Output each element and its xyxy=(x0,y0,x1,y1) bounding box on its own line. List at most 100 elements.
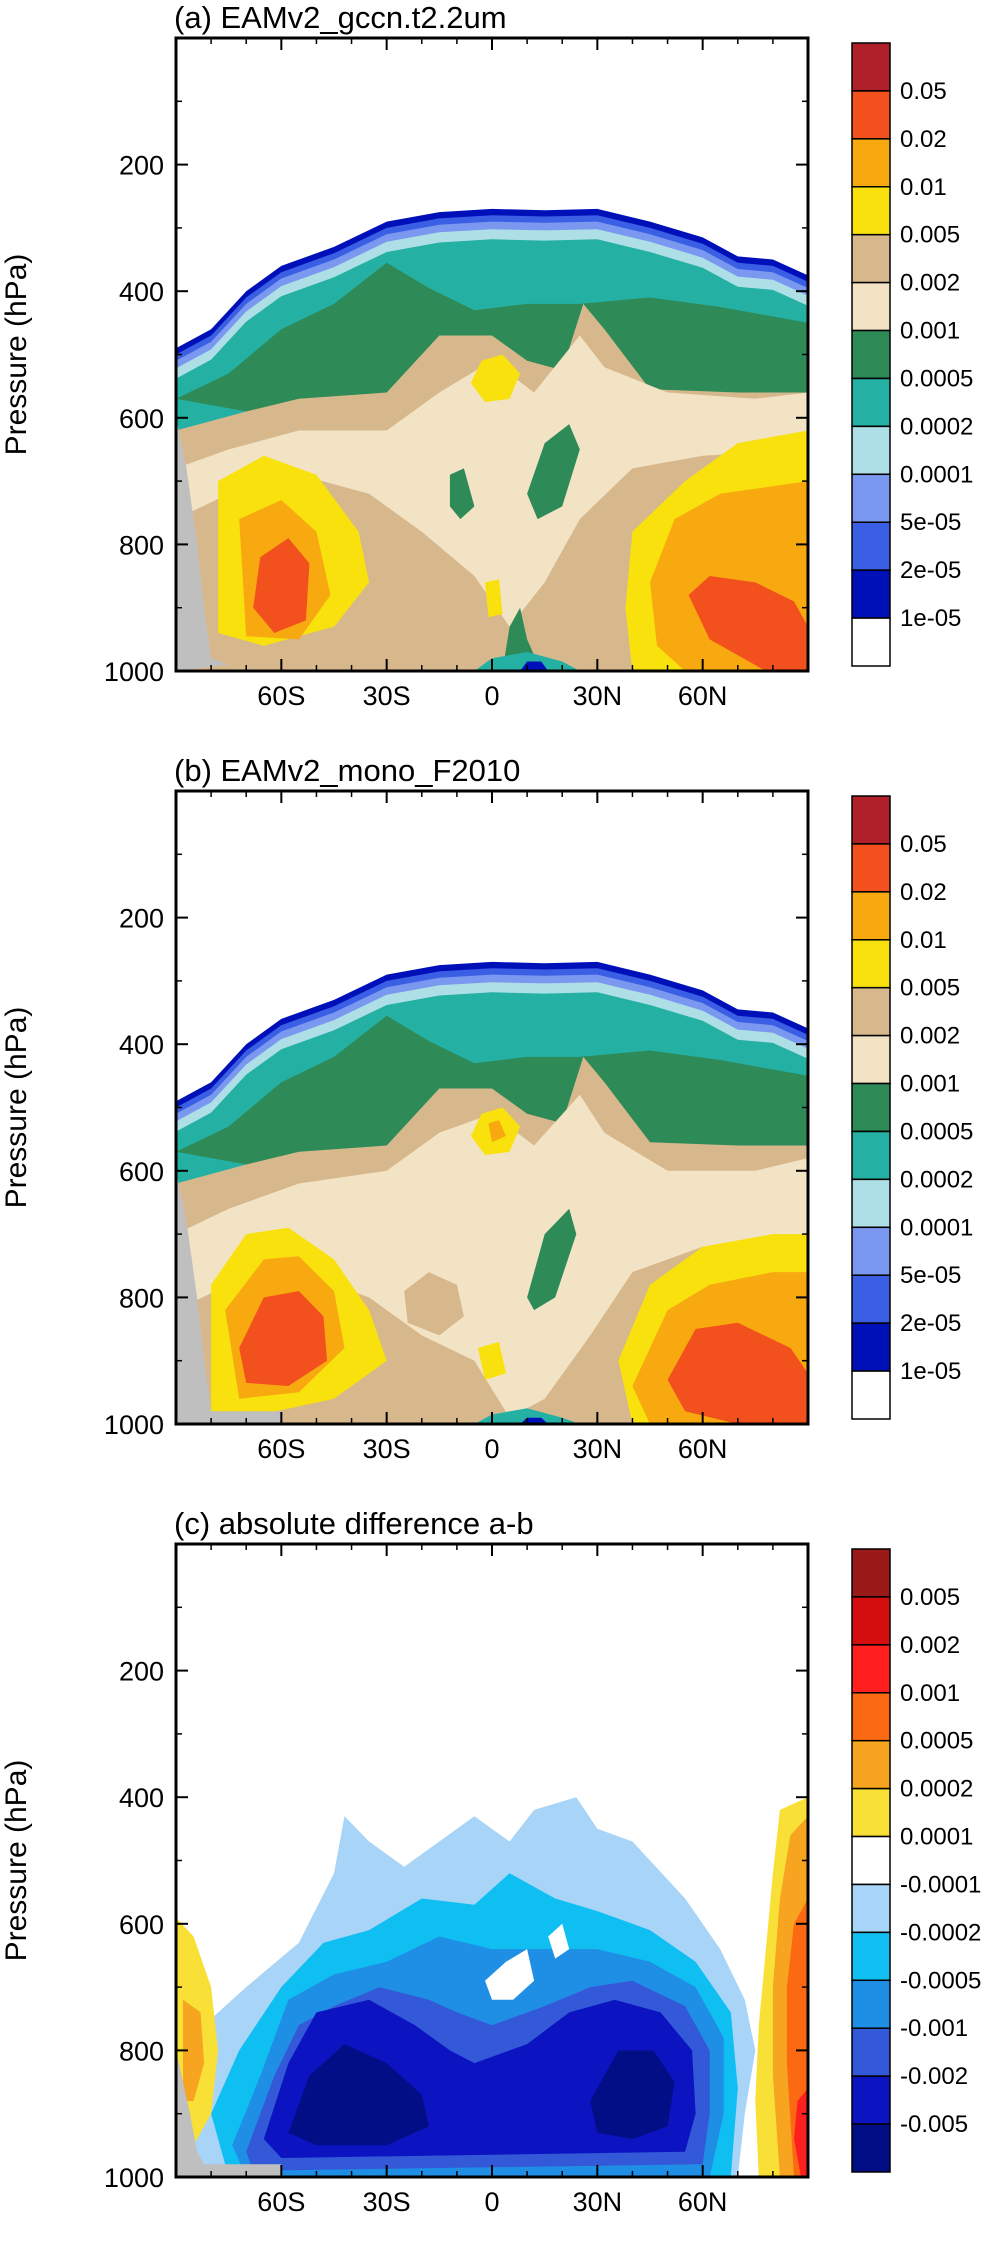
y-tick-label: 800 xyxy=(119,1283,164,1313)
panel-title: (c) absolute difference a-b xyxy=(174,1506,534,1541)
contour-region xyxy=(527,424,580,520)
colorbar-label: 0.01 xyxy=(900,927,947,954)
colorbar-box xyxy=(851,1692,891,1742)
colorbar-box xyxy=(851,2075,891,2125)
colorbar-label: 0.001 xyxy=(900,1680,960,1707)
colorbar-label: 0.0005 xyxy=(900,365,973,392)
contour-region xyxy=(485,1949,535,2000)
colorbar-box xyxy=(851,329,891,380)
colorbar-box xyxy=(851,891,891,941)
colorbar-box xyxy=(851,1274,891,1324)
x-tick-label: 0 xyxy=(484,1434,499,1464)
y-axis-title: Pressure (hPa) xyxy=(0,1007,33,1209)
contour-region xyxy=(478,1341,506,1380)
colorbar-box xyxy=(851,186,891,236)
contour-region xyxy=(176,417,229,671)
x-tick-label: 60N xyxy=(678,1434,728,1464)
colorbar-label: 0.005 xyxy=(900,222,960,249)
colorbar-box xyxy=(851,1548,891,1598)
colorbar-box xyxy=(851,2027,891,2077)
contour-region xyxy=(485,579,503,618)
colorbar-box xyxy=(851,521,891,571)
contour-region xyxy=(288,2044,429,2146)
y-tick-label: 400 xyxy=(119,1783,164,1813)
colorbar-box xyxy=(851,1130,891,1181)
colorbar-label: -0.0002 xyxy=(900,1919,981,1946)
contour-region xyxy=(527,1208,577,1311)
colorbar-label: 0.005 xyxy=(900,975,960,1002)
colorbar-box xyxy=(851,1322,891,1372)
panel-title: (b) EAMv2_mono_F2010 xyxy=(174,753,520,788)
contour-region xyxy=(183,1999,205,2101)
y-tick-label: 600 xyxy=(119,1157,164,1187)
x-tick-label: 30N xyxy=(573,681,623,711)
colorbar-box xyxy=(851,1883,891,1934)
contour-region xyxy=(404,1272,464,1336)
plot-area xyxy=(176,38,808,671)
plot-area xyxy=(176,1544,808,2177)
colorbar-box xyxy=(851,617,891,667)
contour-region xyxy=(239,1291,327,1386)
colorbar-label: 0.0002 xyxy=(900,1776,973,1803)
y-tick-label: 600 xyxy=(119,404,164,434)
y-tick-label: 200 xyxy=(119,1657,164,1687)
colorbar-label: 0.002 xyxy=(900,1023,960,1050)
colorbar-label: 0.001 xyxy=(900,1071,960,1098)
x-tick-label: 30S xyxy=(363,2187,411,2217)
y-tick-label: 200 xyxy=(119,904,164,934)
colorbar-box xyxy=(851,1082,891,1133)
y-tick-label: 800 xyxy=(119,530,164,560)
colorbar-box xyxy=(851,1226,891,1276)
colorbar-box xyxy=(851,569,891,619)
x-tick-label: 30S xyxy=(363,681,411,711)
contour-region xyxy=(667,1322,808,1424)
y-axis-title: Pressure (hPa) xyxy=(0,254,33,456)
y-tick-label: 1000 xyxy=(104,657,164,687)
colorbar-box xyxy=(851,1979,891,2029)
contour-region xyxy=(253,538,310,633)
y-tick-label: 200 xyxy=(119,151,164,181)
x-tick-label: 60N xyxy=(678,681,728,711)
colorbar-box xyxy=(851,795,891,845)
contour-region xyxy=(688,576,808,671)
colorbar-box xyxy=(851,377,891,428)
colorbar-label: 0.02 xyxy=(900,879,947,906)
contour-region xyxy=(176,1094,808,1418)
contour-region xyxy=(176,1170,282,1424)
colorbar-label: 2e-05 xyxy=(900,557,961,584)
colorbar-label: 0.05 xyxy=(900,78,947,105)
colorbar-box xyxy=(851,986,891,1037)
colorbar-box xyxy=(851,843,891,893)
colorbar-box xyxy=(851,42,891,92)
colorbar-box xyxy=(851,138,891,188)
colorbar-label: 0.0005 xyxy=(900,1728,973,1755)
colorbar-label: 0.002 xyxy=(900,1632,960,1659)
colorbar-box xyxy=(851,1596,891,1646)
contour-region xyxy=(449,468,475,520)
y-tick-label: 1000 xyxy=(104,2163,164,2193)
colorbar-label: -0.001 xyxy=(900,2015,968,2042)
colorbar-box xyxy=(851,1835,891,1886)
y-tick-label: 800 xyxy=(119,2036,164,2066)
colorbar-label: -0.0005 xyxy=(900,1967,981,1994)
x-tick-label: 30N xyxy=(573,2187,623,2217)
colorbar-label: 2e-05 xyxy=(900,1310,961,1337)
colorbar-box xyxy=(851,2123,891,2173)
y-tick-label: 400 xyxy=(119,1030,164,1060)
colorbar-box xyxy=(851,1034,891,1085)
colorbar-label: 0.0001 xyxy=(900,1214,973,1241)
colorbar-box xyxy=(851,281,891,332)
colorbar-label: 0.005 xyxy=(900,1584,960,1611)
colorbar-label: -0.002 xyxy=(900,2063,968,2090)
x-tick-label: 0 xyxy=(484,2187,499,2217)
colorbar-box xyxy=(851,425,891,476)
colorbar-box xyxy=(851,1739,891,1790)
colorbar-box xyxy=(851,473,891,523)
colorbar-label: 0.0002 xyxy=(900,413,973,440)
contour-region xyxy=(488,1120,506,1143)
colorbar-label: 0.05 xyxy=(900,831,947,858)
colorbar-label: 0.0001 xyxy=(900,1824,973,1851)
colorbar-box xyxy=(851,90,891,140)
colorbar-box xyxy=(851,1787,891,1838)
